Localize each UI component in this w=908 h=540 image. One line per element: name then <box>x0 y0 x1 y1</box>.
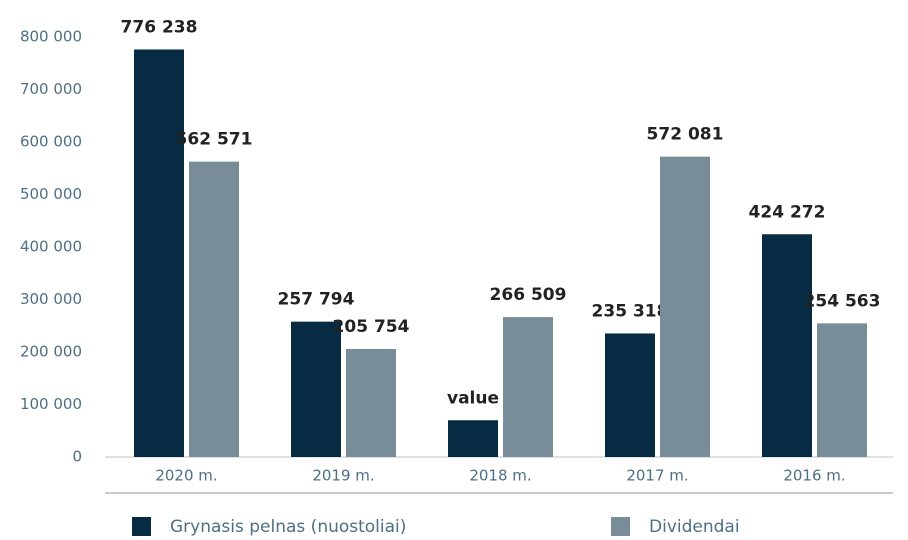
x-tick-label: 2019 m. <box>312 467 374 485</box>
bar <box>346 348 396 457</box>
y-tick-label: 400 000 <box>20 238 82 256</box>
y-tick-label: 0 <box>72 448 82 466</box>
y-tick-label: 500 000 <box>20 185 82 203</box>
bar <box>448 420 498 457</box>
y-tick-label: 600 000 <box>20 133 82 151</box>
bar <box>134 49 184 458</box>
bar <box>189 161 239 458</box>
data-label: 562 571 <box>176 130 253 150</box>
y-tick-label: 200 000 <box>20 343 82 361</box>
data-label: 424 272 <box>749 202 826 222</box>
legend-swatch <box>132 517 151 536</box>
data-label: value <box>447 388 499 408</box>
data-label: 572 081 <box>647 125 724 145</box>
legend-swatch <box>611 517 630 536</box>
bar <box>660 156 710 457</box>
y-tick-label: 700 000 <box>20 80 82 98</box>
data-label: 235 318 <box>592 301 669 321</box>
x-tick-label: 2018 m. <box>469 467 531 485</box>
bar <box>291 321 341 457</box>
x-tick-label: 2017 m. <box>626 467 688 485</box>
bar <box>817 323 867 457</box>
y-tick-label: 100 000 <box>20 395 82 413</box>
bar <box>503 317 553 457</box>
data-label: 254 563 <box>804 291 881 311</box>
legend-label: Dividendai <box>649 517 740 537</box>
bar <box>762 234 812 457</box>
data-label: 776 238 <box>121 17 198 37</box>
data-label: 266 509 <box>490 285 567 305</box>
y-tick-label: 800 000 <box>20 28 82 46</box>
data-label: 205 754 <box>333 317 410 337</box>
x-tick-label: 2016 m. <box>783 467 845 485</box>
legend-label: Grynasis pelnas (nuostoliai) <box>170 517 406 537</box>
data-label: 257 794 <box>278 290 355 310</box>
y-tick-label: 300 000 <box>20 290 82 308</box>
x-tick-label: 2020 m. <box>155 467 217 485</box>
bar <box>605 333 655 457</box>
